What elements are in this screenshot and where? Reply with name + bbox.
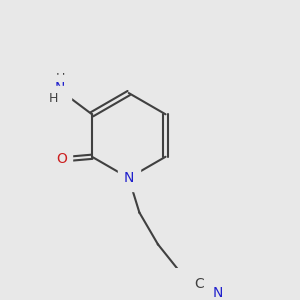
Text: N: N xyxy=(124,171,134,185)
Text: C: C xyxy=(194,277,204,291)
Text: H: H xyxy=(56,72,65,85)
Text: N: N xyxy=(212,286,223,300)
Text: N: N xyxy=(55,81,65,95)
Text: O: O xyxy=(56,152,67,167)
Text: H: H xyxy=(49,92,58,105)
